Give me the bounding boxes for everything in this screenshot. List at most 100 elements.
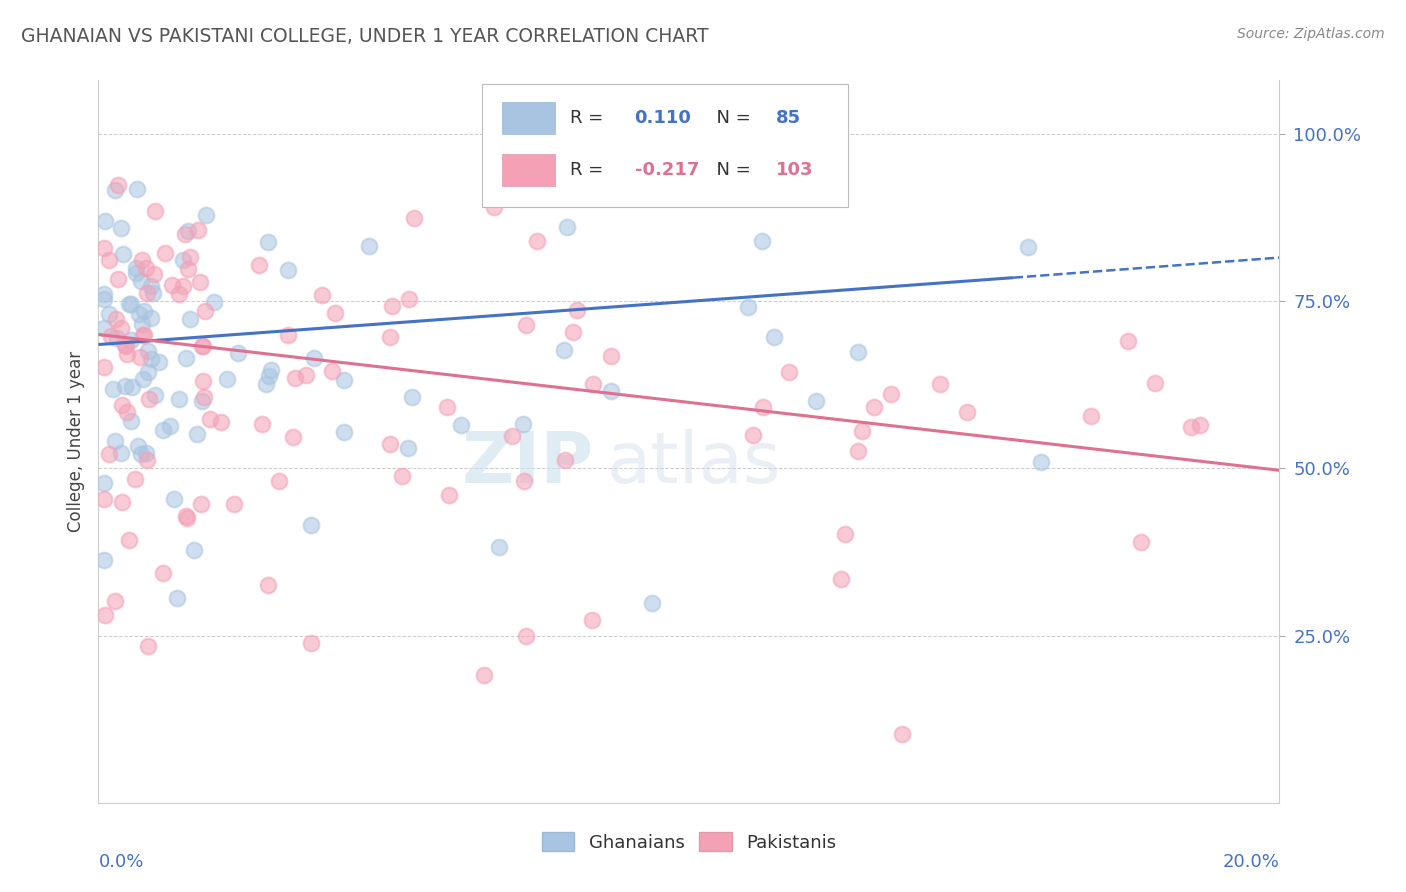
Point [97, 253, 120, 268]
Point [93, 321, 115, 335]
Point [834, 527, 856, 541]
Point [846, 443, 869, 458]
Point [93, 475, 115, 490]
Point [891, 727, 914, 741]
Point [658, 181, 681, 195]
Point [115, 405, 138, 419]
Point [1017, 240, 1039, 254]
Point [183, 542, 205, 557]
Point [94, 214, 117, 228]
Point [127, 439, 149, 453]
Point [136, 344, 159, 359]
Point [605, 127, 627, 141]
Point [188, 275, 211, 289]
Point [778, 365, 800, 379]
Point [132, 328, 155, 343]
Point [257, 578, 280, 592]
Point [129, 274, 152, 288]
Point [596, 178, 619, 192]
Point [107, 272, 129, 286]
Point [179, 250, 201, 264]
Point [581, 377, 603, 392]
Point [929, 376, 952, 391]
Point [105, 331, 128, 345]
Point [398, 292, 420, 306]
Point [277, 327, 299, 342]
Point [135, 445, 157, 459]
Point [186, 426, 208, 441]
Point [1029, 455, 1052, 469]
Point [177, 223, 200, 237]
Point [104, 594, 127, 608]
Point [191, 339, 214, 353]
Point [143, 203, 166, 218]
Point [1080, 409, 1102, 423]
Point [172, 279, 194, 293]
Point [257, 368, 280, 383]
Point [111, 247, 134, 261]
Point [378, 330, 401, 344]
Text: N =: N = [706, 161, 756, 179]
Point [111, 495, 134, 509]
Point [956, 405, 979, 419]
Point [136, 365, 159, 379]
Point [152, 423, 174, 437]
Point [751, 234, 773, 248]
Point [299, 635, 322, 649]
Point [148, 355, 170, 369]
Point [333, 425, 356, 439]
Point [880, 387, 903, 401]
Point [110, 321, 132, 335]
Point [139, 310, 162, 325]
Point [104, 434, 127, 449]
Point [194, 209, 217, 223]
Point [120, 333, 142, 347]
Point [269, 474, 291, 488]
FancyBboxPatch shape [482, 84, 848, 207]
Point [135, 261, 157, 276]
Point [128, 350, 150, 364]
Point [512, 417, 534, 432]
Point [193, 390, 215, 404]
Point [125, 261, 148, 276]
Point [118, 297, 141, 311]
Point [217, 372, 239, 386]
Point [863, 401, 886, 415]
Point [139, 351, 162, 366]
Point [136, 453, 159, 467]
Point [169, 287, 191, 301]
Point [561, 326, 583, 340]
Text: Source: ZipAtlas.com: Source: ZipAtlas.com [1237, 27, 1385, 41]
Point [97, 307, 120, 321]
Point [228, 345, 250, 359]
Point [1180, 420, 1202, 434]
Point [333, 373, 356, 387]
Point [554, 453, 576, 467]
Text: GHANAIAN VS PAKISTANI COLLEGE, UNDER 1 YEAR CORRELATION CHART: GHANAIAN VS PAKISTANI COLLEGE, UNDER 1 Y… [21, 27, 709, 45]
Point [187, 223, 209, 237]
Point [501, 428, 523, 442]
Point [93, 359, 115, 374]
Point [1143, 376, 1166, 390]
Point [824, 178, 846, 192]
Point [114, 338, 136, 352]
Point [751, 400, 773, 414]
Point [436, 401, 458, 415]
Point [101, 382, 124, 396]
Point [127, 182, 149, 196]
Point [762, 329, 785, 343]
Point [321, 364, 343, 378]
Point [553, 343, 575, 357]
Point [846, 345, 869, 359]
Point [98, 447, 121, 461]
Point [851, 425, 873, 439]
Point [311, 288, 333, 302]
Point [391, 468, 413, 483]
Point [152, 566, 174, 581]
Point [283, 430, 305, 444]
Point [295, 368, 318, 383]
Point [163, 491, 186, 506]
Legend: Ghanaians, Pakistanis: Ghanaians, Pakistanis [534, 825, 844, 859]
FancyBboxPatch shape [502, 102, 555, 134]
Point [1129, 535, 1152, 549]
